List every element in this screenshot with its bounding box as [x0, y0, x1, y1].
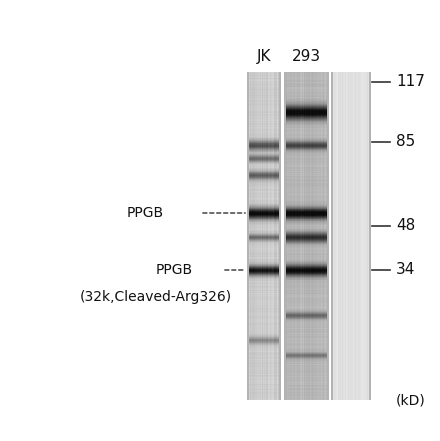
- Text: 293: 293: [292, 49, 321, 64]
- Text: 85: 85: [396, 135, 415, 149]
- Text: PPGB: PPGB: [127, 206, 164, 220]
- Text: PPGB: PPGB: [156, 263, 193, 277]
- Text: (32k,Cleaved-Arg326): (32k,Cleaved-Arg326): [80, 290, 232, 304]
- Text: JK: JK: [257, 49, 271, 64]
- Text: 34: 34: [396, 262, 415, 277]
- Text: 48: 48: [396, 218, 415, 233]
- Text: 117: 117: [396, 75, 425, 90]
- Text: (kD): (kD): [396, 393, 426, 407]
